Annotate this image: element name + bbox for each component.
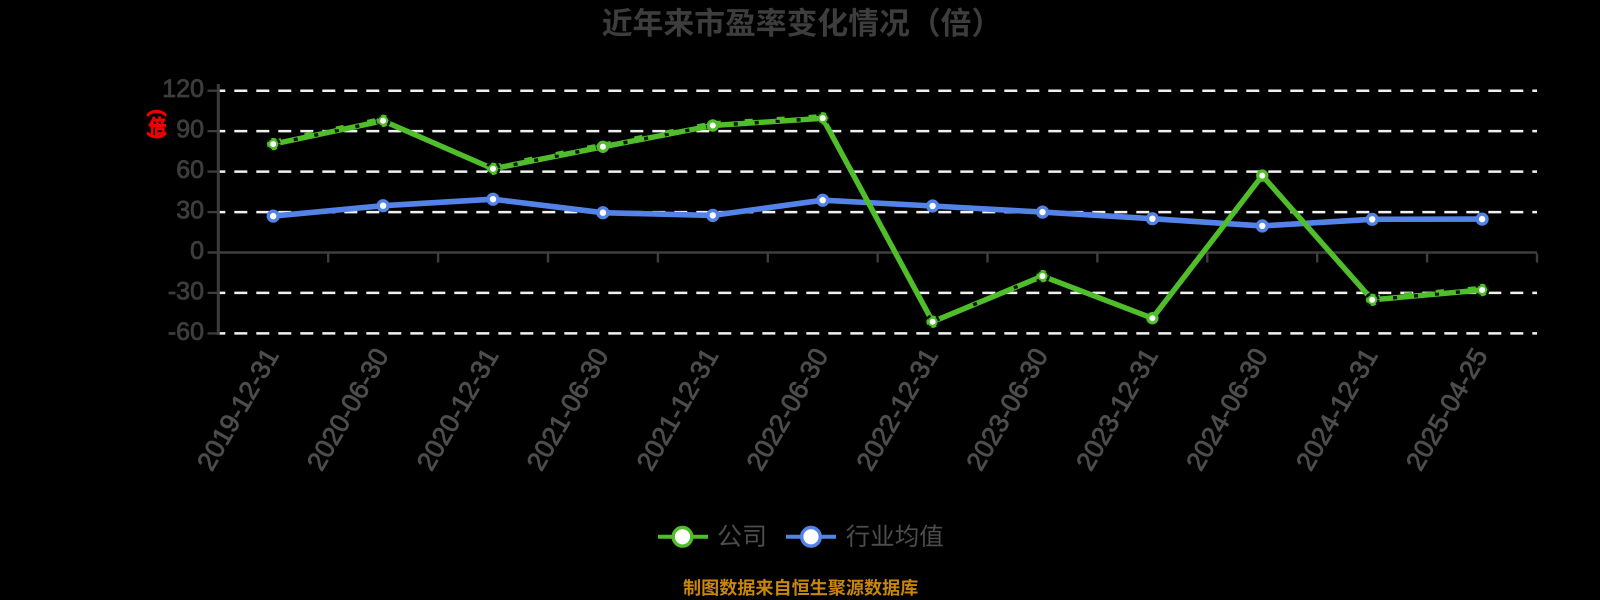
svg-text:-60: -60 xyxy=(168,318,204,346)
svg-text:120: 120 xyxy=(162,75,204,103)
svg-text:90: 90 xyxy=(176,116,204,144)
svg-text:60: 60 xyxy=(176,156,204,184)
svg-text:-30: -30 xyxy=(168,277,204,305)
svg-text:30: 30 xyxy=(176,197,204,225)
svg-text:0: 0 xyxy=(190,237,204,265)
